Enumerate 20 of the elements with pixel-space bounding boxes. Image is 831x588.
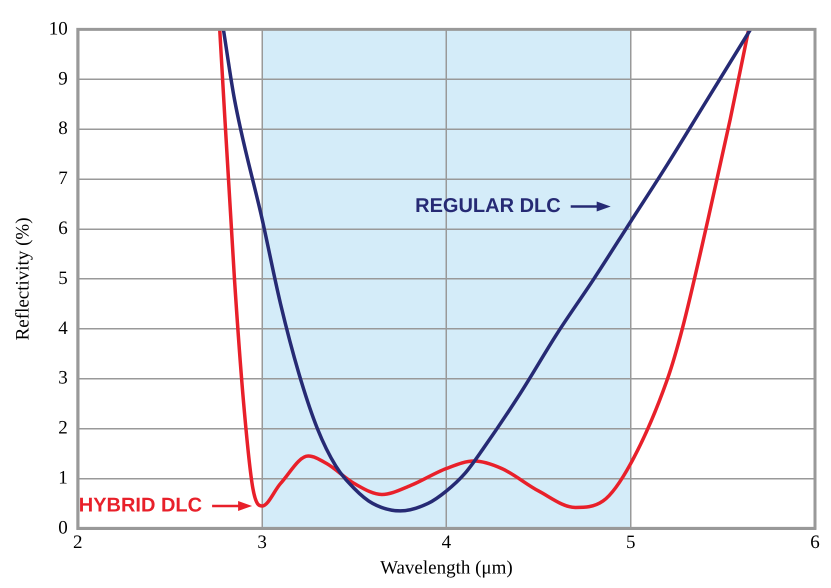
- y-tick-label: 0: [58, 517, 68, 538]
- legend-label: HYBRID DLC: [78, 494, 202, 516]
- x-tick-label: 5: [626, 532, 636, 553]
- y-tick-label: 3: [58, 368, 68, 389]
- x-tick-label: 2: [73, 532, 83, 553]
- x-axis-title: Wavelength (μm): [380, 558, 513, 579]
- y-tick-label: 2: [58, 418, 68, 439]
- y-tick-label: 6: [58, 218, 68, 239]
- x-tick-label: 4: [442, 532, 452, 553]
- x-tick-label: 3: [257, 532, 267, 553]
- y-tick-label: 7: [58, 168, 68, 190]
- y-axis-title: Reflectivity (%): [12, 217, 34, 340]
- y-tick-label: 4: [58, 318, 68, 339]
- legend-label: REGULAR DLC: [415, 195, 561, 218]
- y-tick-label: 10: [48, 18, 68, 40]
- y-tick-label: 8: [58, 118, 68, 140]
- y-tick-label: 1: [58, 467, 68, 488]
- y-tick-label: 9: [58, 68, 68, 90]
- x-tick-label: 6: [810, 532, 820, 553]
- y-tick-label: 5: [58, 268, 68, 289]
